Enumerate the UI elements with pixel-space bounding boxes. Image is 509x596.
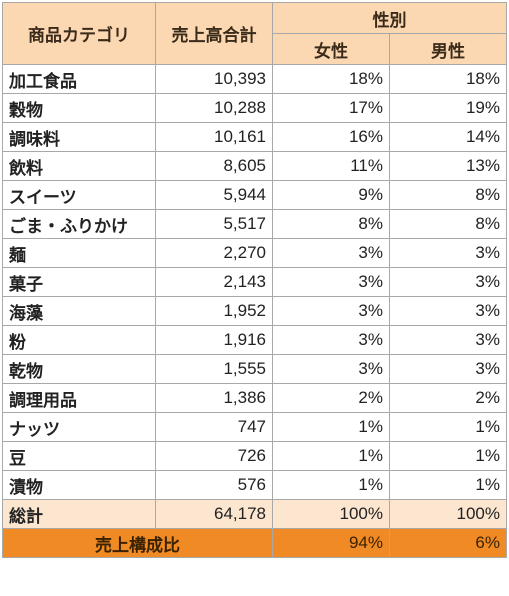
sales-cell: 1,952	[155, 296, 273, 326]
table-row: 飲料 8,605 11% 13%	[2, 151, 507, 181]
female-share-cell: 8%	[272, 209, 390, 239]
header-male: 男性	[389, 33, 507, 65]
table-row: 菓子 2,143 3% 3%	[2, 267, 507, 297]
table-row: 漬物 576 1% 1%	[2, 470, 507, 500]
total-label: 総計	[2, 499, 156, 529]
male-share-cell: 18%	[389, 64, 507, 94]
ratio-label: 売上構成比	[2, 528, 273, 558]
sales-cell: 747	[155, 412, 273, 442]
male-share-cell: 19%	[389, 93, 507, 123]
female-share-cell: 2%	[272, 383, 390, 413]
female-share-cell: 11%	[272, 151, 390, 181]
female-share-cell: 3%	[272, 325, 390, 355]
male-share-cell: 3%	[389, 354, 507, 384]
male-share-cell: 14%	[389, 122, 507, 152]
male-share-cell: 1%	[389, 412, 507, 442]
sales-cell: 2,143	[155, 267, 273, 297]
male-share-cell: 8%	[389, 209, 507, 239]
female-share-cell: 1%	[272, 441, 390, 471]
sales-table-container: 商品カテゴリ 売上高合計 性別 女性 男性 加工食品 10,393 18% 18% 穀物…	[2, 2, 507, 558]
category-cell: 穀物	[2, 93, 156, 123]
category-cell: 漬物	[2, 470, 156, 500]
male-share-cell: 1%	[389, 470, 507, 500]
category-cell: 飲料	[2, 151, 156, 181]
sales-cell: 576	[155, 470, 273, 500]
table-row: スイーツ 5,944 9% 8%	[2, 180, 507, 210]
category-cell: ごま・ふりかけ	[2, 209, 156, 239]
table-row: ごま・ふりかけ 5,517 8% 8%	[2, 209, 507, 239]
total-male: 100%	[389, 499, 507, 529]
table-row: 粉 1,916 3% 3%	[2, 325, 507, 355]
header-category: 商品カテゴリ	[2, 2, 156, 65]
table-row: 調理用品 1,386 2% 2%	[2, 383, 507, 413]
female-share-cell: 18%	[272, 64, 390, 94]
category-cell: 海藻	[2, 296, 156, 326]
table-body: 加工食品 10,393 18% 18% 穀物 10,288 17% 19% 調味料 10,161 1…	[2, 64, 507, 500]
table-row: 海藻 1,952 3% 3%	[2, 296, 507, 326]
table-row: 加工食品 10,393 18% 18%	[2, 64, 507, 94]
category-cell: 乾物	[2, 354, 156, 384]
sales-cell: 1,916	[155, 325, 273, 355]
female-share-cell: 3%	[272, 296, 390, 326]
ratio-row: 売上構成比 94% 6%	[2, 528, 507, 558]
female-share-cell: 3%	[272, 267, 390, 297]
ratio-female: 94%	[272, 528, 390, 558]
category-cell: スイーツ	[2, 180, 156, 210]
female-share-cell: 3%	[272, 354, 390, 384]
category-cell: 加工食品	[2, 64, 156, 94]
female-share-cell: 3%	[272, 238, 390, 268]
male-share-cell: 3%	[389, 238, 507, 268]
sales-cell: 10,393	[155, 64, 273, 94]
sales-by-category-table: 商品カテゴリ 売上高合計 性別 女性 男性 加工食品 10,393 18% 18% 穀物…	[2, 2, 507, 558]
sales-cell: 2,270	[155, 238, 273, 268]
sales-cell: 1,386	[155, 383, 273, 413]
ratio-male: 6%	[389, 528, 507, 558]
sales-cell: 10,161	[155, 122, 273, 152]
sales-cell: 10,288	[155, 93, 273, 123]
male-share-cell: 13%	[389, 151, 507, 181]
category-cell: 調味料	[2, 122, 156, 152]
table-row: 豆 726 1% 1%	[2, 441, 507, 471]
category-cell: 麺	[2, 238, 156, 268]
sales-cell: 8,605	[155, 151, 273, 181]
category-cell: 調理用品	[2, 383, 156, 413]
sales-cell: 5,517	[155, 209, 273, 239]
category-cell: ナッツ	[2, 412, 156, 442]
table-row: 乾物 1,555 3% 3%	[2, 354, 507, 384]
header-sales-total: 売上高合計	[155, 2, 273, 65]
male-share-cell: 3%	[389, 267, 507, 297]
total-female: 100%	[272, 499, 390, 529]
table-row: 麺 2,270 3% 3%	[2, 238, 507, 268]
male-share-cell: 3%	[389, 296, 507, 326]
category-cell: 菓子	[2, 267, 156, 297]
female-share-cell: 1%	[272, 470, 390, 500]
female-share-cell: 17%	[272, 93, 390, 123]
female-share-cell: 1%	[272, 412, 390, 442]
total-sales: 64,178	[155, 499, 273, 529]
female-share-cell: 16%	[272, 122, 390, 152]
header-female: 女性	[272, 33, 390, 65]
table-row: 穀物 10,288 17% 19%	[2, 93, 507, 123]
table-row: 調味料 10,161 16% 14%	[2, 122, 507, 152]
sales-cell: 1,555	[155, 354, 273, 384]
category-cell: 粉	[2, 325, 156, 355]
male-share-cell: 2%	[389, 383, 507, 413]
header-gender: 性別	[272, 2, 507, 34]
male-share-cell: 3%	[389, 325, 507, 355]
female-share-cell: 9%	[272, 180, 390, 210]
male-share-cell: 8%	[389, 180, 507, 210]
category-cell: 豆	[2, 441, 156, 471]
table-row: ナッツ 747 1% 1%	[2, 412, 507, 442]
sales-cell: 5,944	[155, 180, 273, 210]
total-row: 総計 64,178 100% 100%	[2, 499, 507, 529]
sales-cell: 726	[155, 441, 273, 471]
male-share-cell: 1%	[389, 441, 507, 471]
